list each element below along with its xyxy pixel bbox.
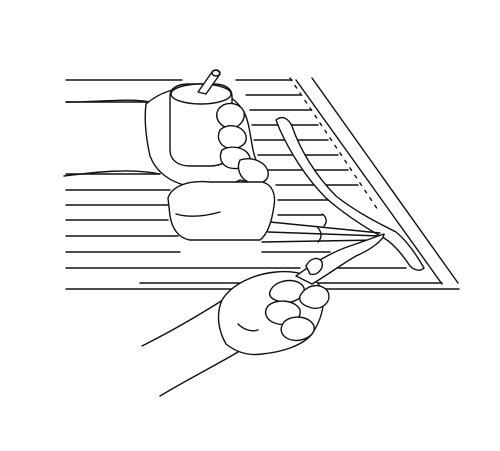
applied-bead [275,116,425,271]
lower-knuckle [305,257,324,276]
nozzle-line [269,221,381,234]
nozzle-end [321,213,327,227]
dashed-guide [289,77,379,211]
nozzle-end [317,227,322,243]
cartridge-top [170,83,232,105]
upper-hand-heel [167,180,276,241]
heel-crease [175,211,221,217]
nozzle-tips [261,213,381,243]
lower-forearm [159,351,239,397]
upper-forearm [63,170,161,177]
panel-edge-outer [311,77,459,284]
lower-finger [268,279,305,304]
upper-hand-with-cartridge [63,69,276,241]
bead-strip [275,116,425,271]
upper-finger [216,102,245,129]
lower-thumb [298,285,330,309]
lower-finger [280,316,315,342]
nozzle-line [261,239,379,243]
cartridge-nozzle-opening [211,69,221,77]
upper-finger [217,125,247,150]
lower-forearm [141,297,227,347]
nozzle-line [267,231,381,237]
upper-forearm [65,99,151,103]
panel-edge-inner [295,79,443,285]
lower-hand-tooling [141,233,385,397]
knuckle-crease [237,323,259,332]
